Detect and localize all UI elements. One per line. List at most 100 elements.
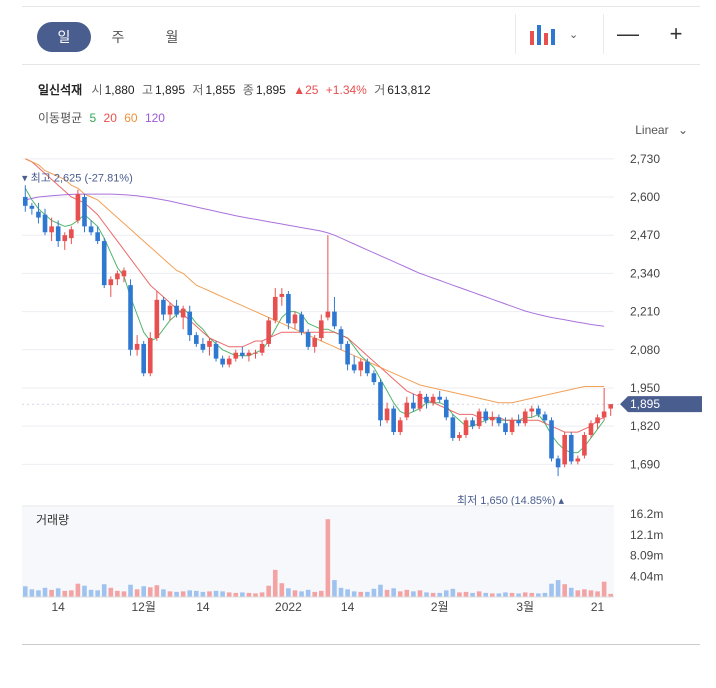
- candle-body: [536, 408, 541, 415]
- candle-body: [391, 408, 396, 433]
- candle-body: [417, 393, 423, 409]
- volume-bar: [365, 591, 370, 597]
- ma-120-label[interactable]: 120: [144, 111, 165, 125]
- tab-daily[interactable]: 일: [37, 22, 91, 52]
- candle-body: [595, 417, 600, 424]
- x-tick-label: 14: [51, 600, 65, 614]
- candle-body: [194, 335, 199, 344]
- candle-body: [88, 226, 94, 233]
- x-tick-label: 14: [341, 600, 355, 614]
- tab-monthly[interactable]: 월: [165, 29, 179, 45]
- candle-body: [476, 411, 482, 427]
- volume-bar: [358, 591, 364, 597]
- x-tick-label: 3월: [516, 600, 534, 614]
- candle-body: [424, 396, 429, 403]
- volume-bar: [200, 591, 206, 597]
- volume-bar: [542, 592, 548, 597]
- candle-body: [69, 229, 74, 239]
- volume-bar: [167, 591, 173, 597]
- volume-bar: [253, 593, 258, 597]
- candle-body: [226, 358, 232, 365]
- volume-bar: [397, 591, 403, 597]
- tab-weekly[interactable]: 주: [111, 29, 125, 45]
- ma-20-label[interactable]: 20: [103, 111, 117, 125]
- candle-body: [516, 420, 521, 424]
- volume-bar: [220, 591, 225, 597]
- candle-body: [496, 417, 502, 424]
- volume-bar: [29, 589, 35, 597]
- ma-title: 이동평균: [38, 111, 83, 125]
- volume-bar: [95, 590, 100, 597]
- change-percent: +1.34%: [325, 83, 367, 97]
- chart-type-button[interactable]: ⌄: [515, 14, 603, 54]
- candle-body: [75, 194, 81, 221]
- candle-body: [286, 293, 291, 324]
- volume-tick-label: 16.2m: [630, 507, 663, 521]
- scale-select[interactable]: Linear ⌄: [635, 123, 688, 137]
- x-tick-label: 12월: [131, 600, 155, 614]
- volume-bar: [476, 591, 482, 597]
- candle-body: [240, 352, 245, 356]
- volume-bar: [496, 593, 502, 597]
- candle-body: [608, 404, 614, 409]
- volume-bar: [226, 592, 232, 597]
- price-tick-label: 2,340: [630, 266, 660, 280]
- low-label: 저: [192, 83, 204, 97]
- candle-body: [200, 343, 206, 350]
- volume-tick-label: 4.04m: [630, 569, 663, 583]
- zoom-out-button[interactable]: —: [603, 14, 652, 54]
- x-tick-label: 14: [196, 600, 210, 614]
- zoom-in-button[interactable]: +: [669, 21, 683, 46]
- candle-body: [174, 305, 179, 315]
- volume-bar: [121, 591, 127, 597]
- volume-bar: [325, 519, 331, 597]
- volume-bar: [108, 587, 114, 597]
- volume-bar: [522, 592, 528, 597]
- candle-body: [180, 308, 186, 318]
- volume-bar: [378, 584, 383, 597]
- ma-5-label[interactable]: 5: [89, 111, 97, 125]
- volume-bar: [483, 592, 489, 597]
- candle-body: [147, 338, 153, 374]
- volume-bar: [457, 592, 462, 597]
- volume-bar: [134, 589, 140, 597]
- toolbar-right: ⌄ — +: [515, 14, 700, 54]
- volume-bar: [404, 589, 410, 597]
- candle-body: [443, 399, 449, 418]
- volume-bar: [194, 590, 199, 597]
- x-tick-label: 2022: [275, 600, 302, 614]
- candle-body: [509, 420, 515, 433]
- candle-body: [246, 352, 252, 356]
- current-price-tag: [620, 396, 702, 413]
- candle-body: [483, 411, 489, 421]
- candle-body: [562, 434, 567, 465]
- candle-body: [167, 305, 173, 315]
- ma-60-label[interactable]: 60: [124, 111, 138, 125]
- chevron-down-icon: ⌄: [569, 28, 579, 41]
- candle-body: [470, 420, 475, 427]
- volume-bar: [305, 589, 311, 597]
- chevron-down-icon: ⌄: [677, 123, 688, 137]
- candle-body: [95, 232, 100, 242]
- min-price-label: 최저 1,650 (14.85%) ▴: [457, 494, 565, 507]
- volume-bar: [424, 592, 429, 597]
- top-divider: [22, 6, 700, 7]
- candle-body: [253, 352, 258, 354]
- volume-bar: [299, 591, 304, 597]
- candle-body: [582, 434, 587, 456]
- candle-body: [411, 402, 416, 409]
- open-label: 시: [91, 83, 103, 97]
- volume-tick-label: 8.09m: [630, 549, 663, 563]
- candle-body: [450, 417, 456, 438]
- volume-bar: [391, 588, 396, 597]
- candle-body: [358, 361, 364, 371]
- volume-chart-title: 거래량: [36, 513, 70, 527]
- volume-bar: [332, 580, 337, 597]
- ma120-line: [25, 193, 605, 327]
- scale-label: Linear: [635, 123, 669, 137]
- candle-body: [121, 270, 127, 277]
- candle-body: [29, 205, 35, 209]
- candle-body: [384, 408, 390, 421]
- volume-bar: [608, 593, 614, 597]
